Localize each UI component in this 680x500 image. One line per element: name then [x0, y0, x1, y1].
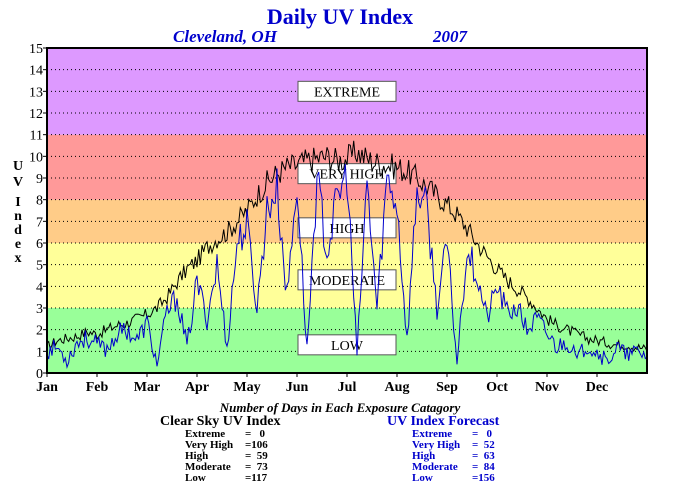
stats-label: Moderate: [185, 461, 231, 473]
stats-value: = 52: [472, 439, 495, 451]
stats-row: Very High = 52: [412, 440, 495, 451]
y-tick-label: 1: [36, 345, 43, 360]
stats-label: Low: [185, 472, 206, 484]
stats-row: Moderate = 84: [412, 462, 495, 473]
stats-value: = 59: [245, 450, 268, 462]
clear-sky-stats-table: Extreme = 0 Very High =106 High = 59 Modera…: [185, 429, 268, 484]
stats-label: Extreme: [412, 428, 453, 440]
band-label-box: [297, 334, 397, 356]
x-tick-label: Nov: [535, 380, 559, 395]
y-tick-label: 6: [36, 237, 43, 252]
x-tick-label: Feb: [86, 380, 109, 395]
y-tick-label: 12: [29, 107, 43, 122]
stats-value: = 0: [245, 428, 266, 440]
x-tick-label: Aug: [385, 380, 410, 395]
y-tick-label: 9: [36, 172, 43, 187]
y-tick-label: 0: [36, 367, 43, 382]
series-line-forecast: [46, 163, 648, 369]
clear-sky-stats-title: Clear Sky UV Index: [160, 414, 281, 429]
x-tick-label: Apr: [185, 380, 209, 395]
chart-title: Daily UV Index: [267, 4, 413, 29]
stats-row: Extreme = 0: [412, 429, 495, 440]
stats-value: = 63: [472, 450, 495, 462]
stats-label: Moderate: [412, 461, 458, 473]
stats-label: Very High: [185, 439, 234, 451]
y-tick-label: 15: [29, 42, 43, 57]
x-tick-label: Jun: [286, 380, 309, 395]
stats-label: High: [185, 450, 209, 462]
y-axis-label: x: [15, 251, 22, 266]
stats-value: = 84: [472, 461, 495, 473]
stats-label: Extreme: [185, 428, 226, 440]
y-tick-label: 5: [36, 259, 43, 274]
y-axis-label: U: [13, 159, 23, 174]
y-tick-label: 3: [36, 302, 43, 317]
stats-row: Low =117: [185, 473, 268, 484]
stats-value: = 73: [245, 461, 268, 473]
band-label: MODERATE: [309, 274, 385, 289]
forecast-stats-title: UV Index Forecast: [387, 414, 500, 429]
stats-label: Very High: [412, 439, 461, 451]
forecast-stats-table: Extreme = 0 Very High = 52 High = 63 Modera…: [412, 429, 495, 484]
y-axis-label: d: [14, 223, 22, 238]
y-tick-label: 11: [30, 129, 43, 144]
x-tick-label: Sep: [436, 380, 458, 395]
y-tick-label: 10: [29, 150, 43, 165]
stats-row: Very High =106: [185, 440, 268, 451]
band-label: VERY HIGH: [309, 168, 384, 183]
stats-value: =106: [245, 439, 268, 451]
chart-caption: Number of Days in Each Exposure Catagory: [219, 400, 461, 415]
stats-value: =117: [245, 472, 268, 484]
stats-row: Low =156: [412, 473, 495, 484]
x-tick-label: May: [233, 380, 260, 395]
y-tick-label: 8: [36, 194, 43, 209]
stats-row: High = 59: [185, 451, 268, 462]
y-tick-label: 7: [36, 215, 43, 230]
band-label-box: [297, 269, 397, 291]
stats-label: High: [412, 450, 436, 462]
band-label: EXTREME: [314, 85, 380, 100]
clear-sky-stats: Clear Sky UV Index Extreme = 0 Very High =…: [160, 414, 360, 484]
y-tick-label: 13: [29, 85, 43, 100]
y-axis-label: e: [15, 237, 21, 252]
y-tick-label: 2: [36, 324, 43, 339]
band-label: LOW: [331, 339, 364, 354]
x-tick-label: Mar: [134, 380, 160, 395]
stats-row: High = 63: [412, 451, 495, 462]
x-tick-label: Jan: [36, 380, 58, 395]
forecast-stats: UV Index Forecast Extreme = 0 Very High = …: [387, 414, 587, 484]
chart-year: 2007: [432, 27, 469, 46]
x-tick-label: Jul: [338, 380, 357, 395]
y-tick-label: 14: [29, 64, 43, 79]
x-tick-label: Dec: [586, 380, 609, 395]
stats-label: Low: [412, 472, 433, 484]
x-tick-label: Oct: [486, 380, 508, 395]
stats-row: Moderate = 73: [185, 462, 268, 473]
chart-location: Cleveland, OH: [173, 27, 278, 46]
band-label: HIGH: [330, 222, 365, 237]
stats-value: = 0: [472, 428, 493, 440]
y-tick-label: 4: [36, 280, 43, 295]
y-axis-label: V: [13, 175, 23, 190]
band-label-box: [297, 80, 397, 102]
stats-value: =156: [472, 472, 495, 484]
y-axis-label: I: [15, 195, 20, 210]
stats-row: Extreme = 0: [185, 429, 268, 440]
y-axis-label: n: [14, 209, 22, 224]
